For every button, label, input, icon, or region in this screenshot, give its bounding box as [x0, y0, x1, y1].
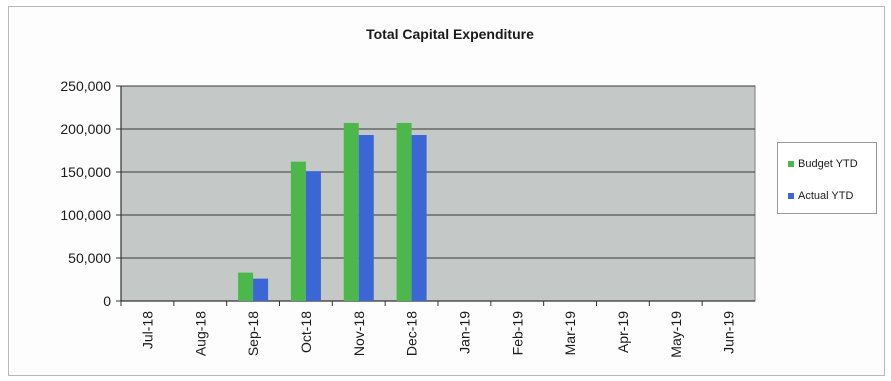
legend-item-actual: Actual YTD — [788, 190, 853, 202]
bar-budget-nov-18 — [343, 122, 359, 301]
plot-area — [120, 85, 756, 302]
bar-budget-dec-18 — [396, 122, 412, 301]
x-tick-label: Nov-18 — [351, 311, 367, 356]
x-tick-label: Feb-19 — [509, 311, 525, 356]
y-tick-label: 50,000 — [68, 250, 111, 266]
y-tick-label: 100,000 — [60, 207, 111, 223]
x-tick-label: Jan-19 — [456, 311, 472, 354]
bar-actual-dec-18 — [411, 135, 427, 301]
legend-item-budget: Budget YTD — [788, 158, 858, 170]
y-tick-label: 0 — [103, 293, 111, 309]
legend-swatch-actual — [788, 193, 794, 199]
x-tick-label: Dec-18 — [404, 311, 420, 356]
x-tick-label: Jul-18 — [139, 311, 155, 349]
y-tick-label: 150,000 — [60, 164, 111, 180]
y-tick-label: 200,000 — [60, 121, 111, 137]
x-tick-label: Oct-18 — [298, 311, 314, 353]
legend: Budget YTD Actual YTD — [777, 142, 877, 214]
x-tick-label: Apr-19 — [615, 311, 631, 353]
bar-actual-nov-18 — [358, 135, 374, 301]
legend-label-actual: Actual YTD — [798, 190, 854, 202]
y-tick-label: 250,000 — [60, 78, 111, 94]
legend-label-budget: Budget YTD — [798, 158, 858, 170]
legend-swatch-budget — [788, 161, 794, 167]
x-tick-label: Jun-19 — [721, 311, 737, 354]
bar-budget-sep-18 — [238, 272, 254, 301]
bar-budget-oct-18 — [290, 161, 306, 301]
x-tick-label: Aug-18 — [192, 311, 208, 356]
chart-title: Total Capital Expenditure — [366, 26, 534, 42]
x-tick-label: Mar-19 — [562, 311, 578, 356]
bar-actual-oct-18 — [305, 171, 321, 301]
x-tick-label: May-19 — [668, 311, 684, 358]
x-tick-label: Sep-18 — [245, 311, 261, 356]
bar-actual-sep-18 — [253, 278, 269, 301]
